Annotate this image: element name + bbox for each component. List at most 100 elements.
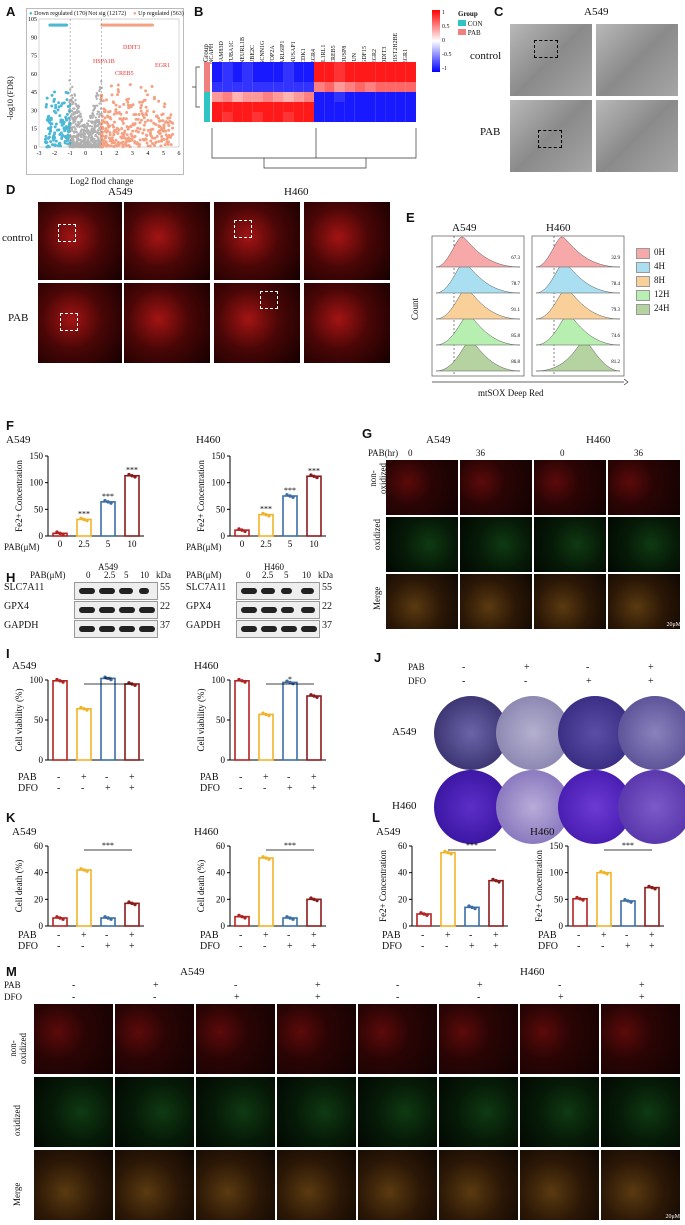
volcano-point-up [116, 83, 120, 87]
ros-image-merge [439, 1150, 518, 1220]
confocal-col-h460: H460 [284, 186, 309, 198]
ros-m-pab-sign: + [477, 980, 483, 991]
data-point [491, 877, 495, 882]
volcano-point-up [146, 118, 150, 122]
confocal-a549-pab [38, 283, 122, 363]
volcano-xtick: 3 [131, 151, 134, 157]
volcano-point-down [49, 118, 53, 122]
heatmap-cell [293, 92, 304, 102]
volcano-point-up [104, 140, 108, 144]
significance-bracket-label: *** [622, 841, 634, 850]
heatmap-cell [375, 72, 386, 82]
volcano-xtick: 6 [178, 151, 181, 157]
volcano-point-up [104, 135, 108, 139]
flow-legend-swatch [636, 290, 650, 301]
heatmap-cell [365, 112, 376, 122]
ros-m-dfo-sign: + [234, 992, 240, 1003]
volcano-point-up [153, 143, 157, 147]
ros-m-dfo-sign: + [639, 992, 645, 1003]
dfo-sign: - [421, 941, 425, 952]
volcano-point-up [101, 119, 105, 123]
heatmap-cell [263, 62, 274, 72]
heatmap-cell [252, 72, 263, 82]
y-tick-label: 0 [559, 921, 564, 931]
bar [100, 501, 116, 537]
volcano-point-up [166, 142, 170, 146]
volcano-point-up [148, 144, 152, 148]
volcano-point-up [136, 126, 140, 130]
volcano-point-ns [87, 119, 90, 123]
volcano-point-ns [83, 126, 86, 129]
volcano-point-up [151, 127, 155, 131]
volcano-point-ns [83, 137, 86, 141]
volcano-point-ns [100, 80, 103, 83]
significance-bracket-label: * [288, 675, 292, 684]
volcano-point-up [139, 103, 143, 107]
dfo-sign: + [493, 941, 499, 952]
ros-m-row-2: oxidized [12, 1105, 22, 1136]
flow-col-h460: H460 [546, 222, 571, 234]
heatmap-cell [273, 72, 284, 82]
heatmap-cell [354, 112, 365, 122]
volcano-point-up [112, 125, 116, 129]
heatmap-cell [222, 112, 233, 122]
heatmap-group-cell [204, 82, 210, 92]
colony-dfo-sign: - [462, 676, 466, 687]
wb-band [261, 588, 276, 594]
volcano-annot-1: DDIT3 [123, 45, 141, 51]
pab-sign: - [469, 930, 473, 941]
bar [306, 695, 322, 761]
ros-g-time-1: 0 [408, 448, 413, 458]
ros-image-merge [386, 574, 458, 629]
pab-label: PAB [382, 930, 401, 941]
heatmap-cell [303, 72, 314, 82]
volcano-point-ns [73, 107, 76, 110]
data-point [653, 887, 657, 891]
colony-pab-sign: - [462, 662, 466, 673]
volcano-point-up [112, 133, 116, 137]
ros-image-oxidized [534, 517, 606, 572]
volcano-ytick: 90 [31, 35, 37, 41]
dfo-sign: - [445, 941, 449, 952]
data-point [578, 897, 582, 901]
flow-legend-swatch [636, 248, 650, 259]
heatmap-cell [395, 82, 406, 92]
volcano-point-ns [96, 139, 100, 142]
significance: *** [126, 466, 138, 475]
volcano-point-ns [90, 125, 94, 128]
heatmap-cell [324, 112, 335, 122]
volcano-point-ns [71, 85, 74, 89]
heatmap-cell [385, 62, 396, 72]
ros-image-non-oxidized [34, 1004, 113, 1074]
volcano-point-ns [70, 145, 73, 149]
ros-image-oxidized [386, 517, 458, 572]
volcano-point-ns [93, 143, 96, 146]
heatmap-cell [212, 112, 223, 122]
data-point [446, 850, 450, 855]
heatmap-cell [324, 72, 335, 82]
data-point [312, 897, 316, 902]
volcano-point-up [142, 116, 146, 120]
heatmap-cell [334, 102, 345, 112]
heatmap-cell [344, 112, 355, 122]
volcano-point-ns [94, 134, 97, 138]
volcano-point-ns [76, 123, 79, 126]
significance-bracket-label: *** [284, 841, 296, 850]
volcano-point-up [159, 144, 163, 148]
heatmap-cell [405, 62, 416, 72]
heatmap-cell [252, 102, 263, 112]
flow-histogram-24H [535, 340, 621, 372]
volcano-point-ns [68, 100, 71, 104]
volcano-point-down [57, 101, 61, 105]
volcano-point-ns [71, 135, 75, 139]
volcano-point-up [116, 88, 120, 92]
data-point [650, 885, 654, 890]
volcano-legend-ns: ● Not sig (12172) [83, 11, 127, 17]
wb-a549-dose-4: 10 [140, 570, 149, 580]
volcano-point-ns [88, 130, 91, 133]
flow-histogram-0H [435, 236, 521, 268]
x-tick-label: 0 [58, 539, 63, 549]
volcano-point-up [139, 109, 143, 113]
volcano-point-ns [94, 141, 97, 145]
bar [76, 869, 92, 927]
